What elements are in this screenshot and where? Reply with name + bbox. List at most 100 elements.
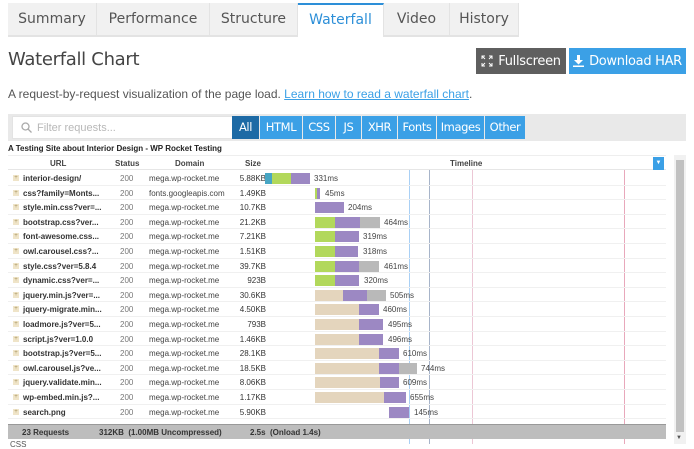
filter-xhr[interactable]: XHR (362, 116, 397, 139)
request-size: 10.7KB (239, 203, 266, 213)
request-status: 200 (120, 334, 134, 344)
filter-js[interactable]: JS (336, 116, 361, 139)
request-domain: mega.wp-rocket.me (149, 232, 220, 242)
request-status: 200 (120, 188, 134, 198)
tab-waterfall[interactable]: Waterfall (298, 3, 384, 37)
request-time: 744ms (421, 363, 446, 373)
col-domain[interactable]: Domain (175, 159, 205, 168)
expand-icon[interactable]: + (13, 262, 19, 269)
request-domain: mega.wp-rocket.me (149, 334, 220, 344)
request-size: 7.21KB (239, 232, 266, 242)
waterfall-table: URL Status Domain Size Timeline + interio… (8, 155, 666, 444)
partial-text: CSS (10, 440, 27, 449)
request-size: 18.5KB (239, 363, 266, 373)
timing-bar-connect (315, 231, 335, 243)
col-timeline: Timeline (450, 159, 483, 168)
request-status: 200 (120, 393, 134, 402)
table-row[interactable]: + style.min.css?ver=... 200 mega.wp-rocket.… (8, 200, 666, 215)
timeline-dropdown[interactable]: ▼ (653, 157, 664, 170)
total-time: 2.5s (Onload 1.4s) (250, 428, 321, 437)
table-row[interactable]: + dynamic.css?ver=... 200 mega.wp-rocket.me… (8, 273, 666, 288)
expand-icon[interactable]: + (13, 189, 19, 196)
table-row[interactable]: + jquery-migrate.min... 200 mega.wp-rocket.… (8, 302, 666, 317)
timing-bar-connect (315, 216, 335, 228)
expand-icon (481, 55, 493, 67)
request-url: wp-embed.min.js?... (23, 393, 100, 402)
table-row[interactable]: + css?family=Monts... 200 fonts.googleapis.… (8, 186, 666, 201)
table-row[interactable]: + jquery.validate.min... 200 mega.wp-rocket… (8, 375, 666, 390)
table-row[interactable]: + owl.carousel.css?... 200 mega.wp-rocket.m… (8, 244, 666, 259)
download-har-button[interactable]: Download HAR (569, 48, 686, 74)
request-time: 464ms (384, 217, 409, 227)
table-row[interactable]: + jquery.min.js?ver=... 200 mega.wp-rocket.… (8, 288, 666, 303)
expand-icon[interactable]: + (13, 175, 19, 181)
fullscreen-button[interactable]: Fullscreen (476, 48, 566, 74)
expand-icon[interactable]: + (13, 291, 19, 298)
description-period: . (468, 87, 473, 101)
expand-icon[interactable]: + (13, 335, 19, 342)
expand-icon[interactable]: + (13, 204, 19, 211)
request-time: 496ms (388, 334, 413, 344)
tab-summary[interactable]: Summary (8, 3, 97, 35)
timing-bar-blocked (315, 319, 359, 330)
expand-icon[interactable]: + (13, 394, 19, 400)
expand-icon[interactable]: + (13, 364, 19, 371)
table-row[interactable]: + bootstrap.css?ver... 200 mega.wp-rocket.m… (8, 215, 666, 230)
filter-requests-input[interactable]: Filter requests... (12, 116, 234, 139)
expand-icon[interactable]: + (13, 350, 19, 357)
table-row[interactable]: + wp-embed.min.js?... 200 mega.wp-rocket.me… (8, 390, 666, 405)
expand-icon[interactable]: + (13, 306, 19, 313)
total-requests: 23 Requests (22, 428, 70, 437)
filter-css[interactable]: CSS (303, 116, 335, 139)
request-size: 1.17KB (239, 393, 266, 402)
expand-icon[interactable]: + (13, 408, 19, 415)
request-domain: mega.wp-rocket.me (149, 203, 220, 213)
onload-marker (472, 170, 473, 444)
request-time: 145ms (414, 407, 439, 417)
table-row[interactable]: + owl.carousel.js?ve... 200 mega.wp-rocket.… (8, 361, 666, 376)
table-row[interactable]: + style.css?ver=5.8.4 200 mega.wp-rocket.me… (8, 259, 666, 274)
table-row[interactable]: + interior-design/200 mega.wp-rocket.me 5.8… (8, 171, 666, 186)
expand-icon[interactable]: + (13, 233, 19, 240)
learn-waterfall-link[interactable]: Learn how to read a waterfall chart (284, 87, 469, 101)
tab-structure[interactable]: Structure (210, 3, 298, 35)
table-row[interactable]: + search.png 200 mega.wp-rocket.me 5.90KB 145… (8, 405, 666, 420)
table-row[interactable]: + bootstrap.js?ver=5... 200 mega.wp-rocket.… (8, 346, 666, 361)
table-row[interactable]: + script.js?ver=1.0.0 200 mega.wp-rocket.me… (8, 332, 666, 347)
nav-tabs: Summary Performance Structure Waterfall Vide… (8, 3, 519, 37)
expand-icon[interactable]: + (13, 379, 19, 386)
filter-images[interactable]: Images (437, 116, 484, 139)
filter-other[interactable]: Other (485, 116, 525, 139)
request-size: 30.6KB (239, 290, 266, 300)
request-url: bootstrap.css?ver... (23, 217, 99, 227)
timing-bar-connect (315, 260, 335, 272)
request-url: script.js?ver=1.0.0 (23, 334, 94, 344)
scrollbar[interactable]: ▼ (674, 155, 686, 444)
request-status: 200 (120, 276, 134, 286)
expand-icon[interactable]: + (13, 248, 19, 254)
filter-fonts[interactable]: Fonts (398, 116, 436, 139)
tab-history[interactable]: History (450, 3, 519, 35)
request-size: 8.06KB (239, 378, 266, 388)
expand-icon[interactable]: + (13, 321, 19, 327)
filter-html[interactable]: HTML (260, 116, 302, 139)
filter-all[interactable]: All (232, 116, 259, 139)
first-paint-marker (409, 170, 410, 444)
table-row[interactable]: + loadmore.js?ver=5... 200 mega.wp-rocket.m… (8, 317, 666, 332)
tab-performance[interactable]: Performance (97, 3, 210, 35)
request-status: 200 (120, 320, 134, 329)
col-size[interactable]: Size (245, 159, 262, 168)
request-size: 1.46KB (239, 334, 266, 344)
request-url: dynamic.css?ver=... (23, 276, 100, 286)
timing-bar-connect (315, 187, 317, 199)
col-url[interactable]: URL (50, 159, 67, 168)
col-status[interactable]: Status (115, 159, 140, 168)
timing-bar-wait (315, 202, 344, 214)
expand-icon[interactable]: + (13, 218, 19, 225)
scroll-down-arrow[interactable]: ▼ (676, 435, 682, 441)
description: A request-by-request visualization of th… (8, 87, 472, 101)
tab-video[interactable]: Video (384, 3, 450, 35)
table-row[interactable]: + font-awesome.css... 200 mega.wp-rocket.me… (8, 229, 666, 244)
scrollbar-thumb[interactable] (676, 160, 684, 432)
expand-icon[interactable]: + (13, 277, 19, 284)
